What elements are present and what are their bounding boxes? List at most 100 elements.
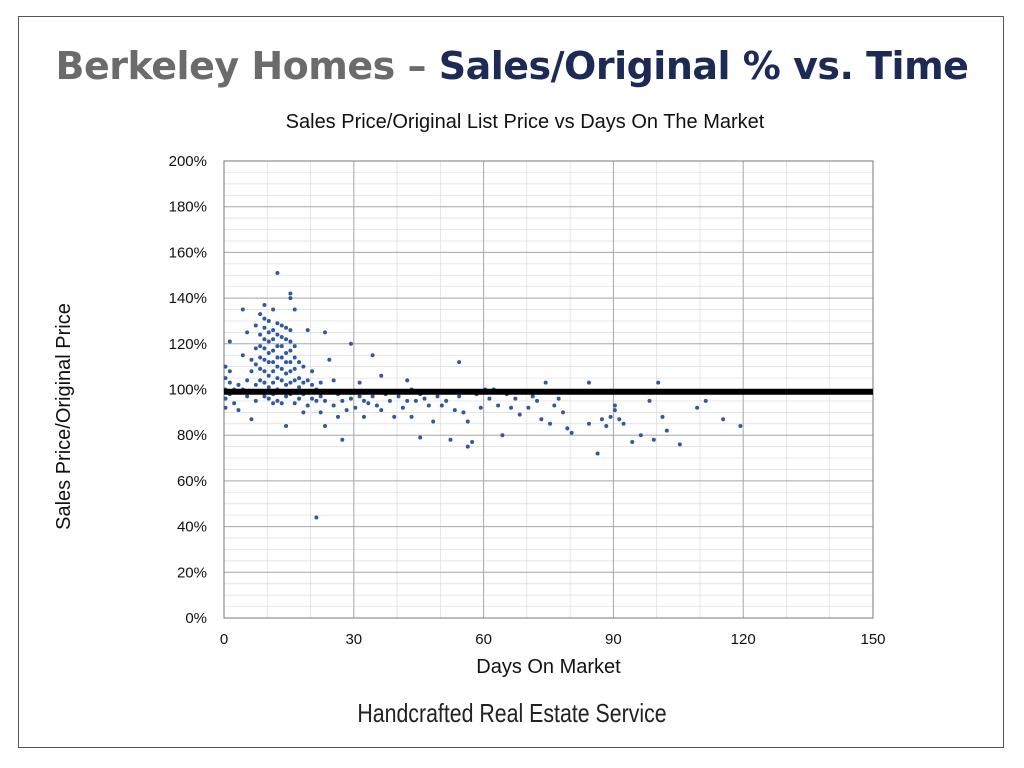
data-point: [249, 357, 254, 362]
data-point: [400, 405, 405, 410]
data-point: [284, 350, 289, 355]
data-point: [258, 366, 263, 371]
data-point: [478, 405, 483, 410]
data-point: [448, 437, 453, 442]
data-point: [297, 376, 302, 381]
y-tick-label: 40%: [177, 519, 207, 536]
data-point: [266, 373, 271, 378]
data-point: [266, 339, 271, 344]
x-tick-label: 120: [731, 631, 756, 648]
data-point: [409, 414, 414, 419]
data-point: [379, 373, 384, 378]
data-point: [249, 417, 254, 422]
data-point: [275, 270, 280, 275]
data-point: [227, 380, 232, 385]
slide-frame: [18, 16, 1004, 748]
data-point: [284, 424, 289, 429]
data-point: [223, 405, 228, 410]
y-tick-label: 200%: [169, 153, 207, 170]
data-point: [318, 410, 323, 415]
data-point: [262, 346, 267, 351]
y-axis-label: Sales Price/Original Price: [53, 303, 75, 530]
data-point: [595, 451, 600, 456]
data-point: [608, 414, 613, 419]
x-tick-label: 150: [860, 631, 885, 648]
data-point: [227, 339, 232, 344]
y-tick-label: 60%: [177, 473, 207, 490]
y-tick-label: 20%: [177, 564, 207, 581]
y-tick-label: 100%: [169, 382, 207, 399]
data-point: [703, 398, 708, 403]
data-point: [405, 378, 410, 383]
data-point: [656, 380, 661, 385]
data-point: [353, 405, 358, 410]
data-point: [552, 403, 557, 408]
data-point: [314, 398, 319, 403]
x-tick-label: 60: [475, 631, 492, 648]
data-point: [236, 382, 241, 387]
data-point: [292, 355, 297, 360]
data-point: [262, 369, 267, 374]
data-point: [262, 394, 267, 399]
data-point: [279, 378, 284, 383]
data-point: [556, 396, 561, 401]
data-point: [288, 348, 293, 353]
data-point: [331, 403, 336, 408]
data-point: [258, 378, 263, 383]
data-point: [297, 396, 302, 401]
data-point: [258, 332, 263, 337]
data-point: [275, 364, 280, 369]
data-point: [253, 323, 258, 328]
data-point: [253, 346, 258, 351]
data-point: [340, 437, 345, 442]
data-point: [288, 328, 293, 333]
data-point: [387, 398, 392, 403]
data-point: [526, 405, 531, 410]
data-point: [457, 360, 462, 365]
y-tick-label: 80%: [177, 427, 207, 444]
data-point: [245, 378, 250, 383]
footer-tagline: Handcrafted Real Estate Service: [357, 698, 667, 728]
data-point: [318, 394, 323, 399]
data-point: [323, 398, 328, 403]
data-point: [279, 323, 284, 328]
data-point: [500, 433, 505, 438]
data-point: [314, 515, 319, 520]
data-point: [266, 350, 271, 355]
data-point: [227, 369, 232, 374]
data-point: [418, 435, 423, 440]
data-point: [517, 412, 522, 417]
data-point: [426, 403, 431, 408]
data-point: [279, 334, 284, 339]
data-point: [271, 307, 276, 312]
data-point: [310, 369, 315, 374]
data-point: [431, 419, 436, 424]
data-point: [253, 382, 258, 387]
data-point: [323, 424, 328, 429]
chart-title: Sales Price/Original List Price vs Days …: [285, 111, 765, 133]
data-point: [258, 355, 263, 360]
data-point: [284, 325, 289, 330]
data-point: [357, 380, 362, 385]
data-point: [266, 360, 271, 365]
data-point: [565, 426, 570, 431]
data-point: [617, 417, 622, 422]
data-point: [374, 403, 379, 408]
title-main: Sales/Original % vs. Time: [438, 44, 969, 88]
data-point: [647, 398, 652, 403]
data-point: [444, 398, 449, 403]
y-tick-label: 140%: [169, 290, 207, 307]
data-point: [348, 396, 353, 401]
data-point: [630, 440, 635, 445]
data-point: [548, 421, 552, 426]
data-point: [604, 424, 609, 429]
data-point: [223, 376, 228, 381]
y-tick-label: 180%: [169, 199, 207, 216]
data-point: [530, 394, 535, 399]
data-point: [249, 369, 254, 374]
data-point: [331, 378, 336, 383]
slide-title: Berkeley Homes – Sales/Original % vs. Ti…: [0, 44, 1024, 88]
data-point: [245, 330, 250, 335]
x-tick-label: 0: [220, 631, 228, 648]
